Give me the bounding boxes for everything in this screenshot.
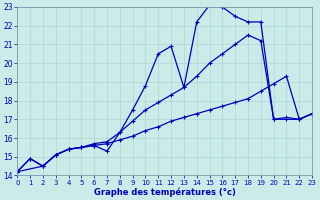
X-axis label: Graphe des températures (°c): Graphe des températures (°c) [94, 187, 236, 197]
